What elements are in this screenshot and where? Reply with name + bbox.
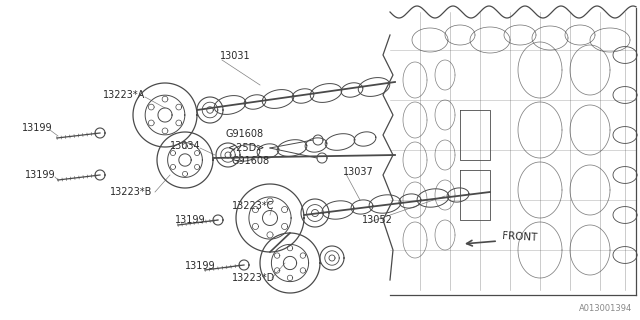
Text: 13199: 13199 — [175, 215, 205, 225]
Text: 13223*A: 13223*A — [103, 90, 145, 100]
Text: 13199: 13199 — [185, 261, 216, 271]
Text: 13199: 13199 — [25, 170, 56, 180]
Text: <25D>: <25D> — [228, 143, 264, 153]
Text: 13223*D: 13223*D — [232, 273, 275, 283]
Text: 13034: 13034 — [170, 141, 200, 151]
Text: G91608: G91608 — [232, 156, 270, 166]
Text: G91608: G91608 — [225, 129, 263, 139]
Text: 13223*C: 13223*C — [232, 201, 275, 211]
Text: 13052: 13052 — [362, 215, 393, 225]
Text: 13223*B: 13223*B — [110, 187, 152, 197]
Text: A013001394: A013001394 — [579, 304, 632, 313]
Text: 13031: 13031 — [220, 51, 251, 61]
Text: 13037: 13037 — [343, 167, 374, 177]
Text: 13199: 13199 — [22, 123, 52, 133]
Text: FRONT: FRONT — [502, 231, 538, 243]
